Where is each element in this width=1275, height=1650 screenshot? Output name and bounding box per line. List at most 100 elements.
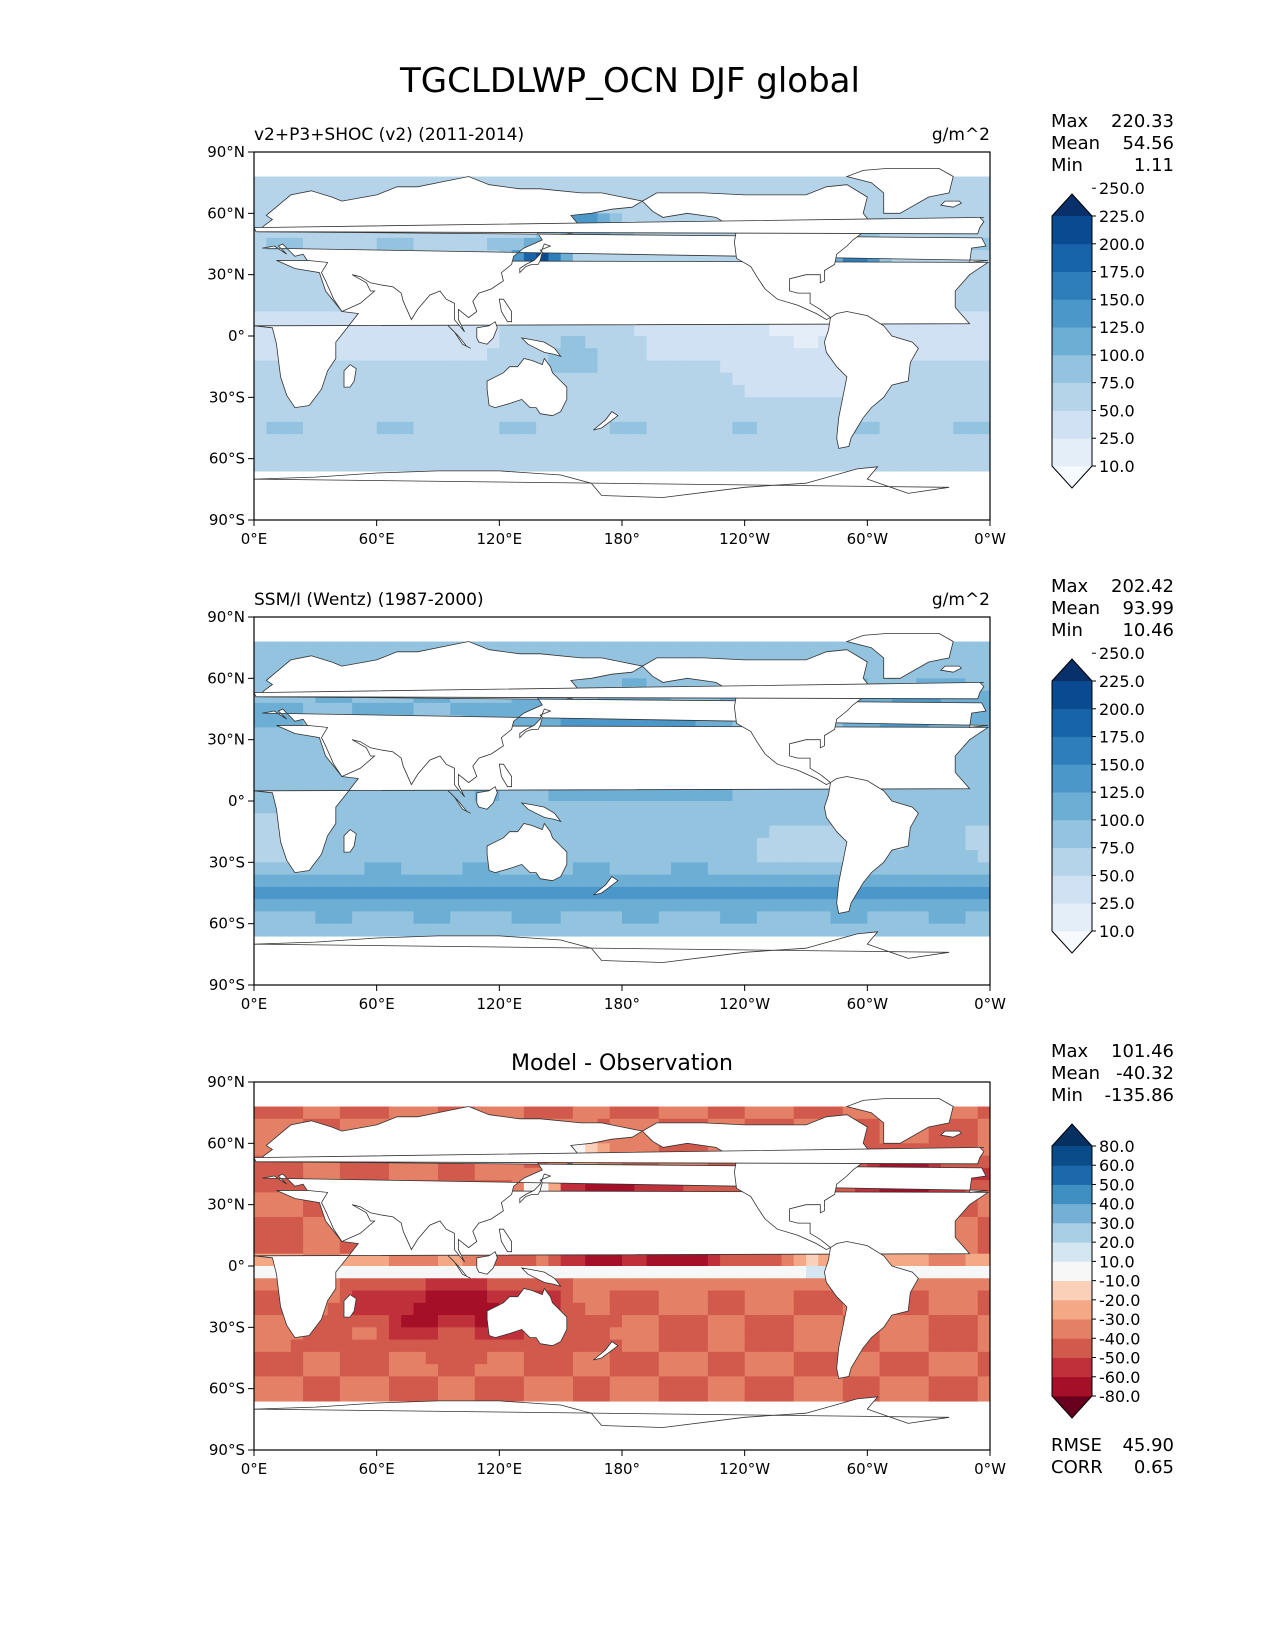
- stat-label: Max: [1051, 576, 1089, 597]
- y-tick-label: 0°: [228, 1257, 245, 1275]
- colorbar-tick-label: 80.0: [1099, 1137, 1135, 1156]
- coastline: [520, 1267, 562, 1288]
- stat-value: 202.42: [1111, 576, 1174, 597]
- y-tick-label: 60°S: [209, 1380, 245, 1398]
- y-tick-label: 30°S: [209, 1318, 245, 1336]
- y-tick-label: 0°: [228, 327, 245, 345]
- colorbar-tick-label: 60.0: [1099, 1156, 1135, 1175]
- colorbar-tick-label: 10.0: [1099, 922, 1135, 941]
- colorbar-bin: [1052, 1242, 1092, 1262]
- y-tick-label: 30°N: [207, 1196, 245, 1214]
- stat-label: Mean: [1051, 1063, 1100, 1084]
- x-tick-label: 120°W: [719, 995, 770, 1013]
- colorbar-tick-label: 150.0: [1099, 290, 1145, 309]
- coastline: [823, 311, 919, 449]
- x-tick-label: 180°: [604, 530, 640, 548]
- coastline: [486, 357, 568, 417]
- y-tick-label: 60°N: [207, 204, 245, 222]
- stat-label: CORR: [1051, 1457, 1103, 1478]
- coastline: [593, 1341, 619, 1361]
- y-tick-label: 90°N: [207, 1073, 245, 1091]
- colorbar-tick-label: 30.0: [1099, 1214, 1135, 1233]
- y-tick-label: 60°S: [209, 915, 245, 933]
- colorbar: 10.0 25.0 50.0 75.0 100.0 125.0 150.0 175.0 200.…: [1051, 644, 1145, 954]
- x-tick-label: 60°W: [847, 530, 889, 548]
- colorbar-bin: [1052, 875, 1092, 904]
- coastline: [447, 1255, 471, 1279]
- colorbar-bin: [1052, 410, 1092, 439]
- panel-units: g/m^2: [932, 125, 990, 145]
- stat-label: Mean: [1051, 133, 1100, 154]
- colorbar-bin: [1052, 299, 1092, 328]
- colorbar-tick-label: 50.0: [1099, 866, 1135, 885]
- panel-units: g/m^2: [932, 590, 990, 610]
- coastline: [257, 1106, 989, 1263]
- coastline: [254, 1147, 985, 1165]
- coastline: [254, 682, 985, 700]
- colorbar-tick-label: 200.0: [1099, 235, 1145, 254]
- y-tick-label: 90°N: [207, 608, 245, 626]
- colorbar-bin: [1052, 1319, 1092, 1339]
- map-panel-2: 0°E 60°E 120°E 180° 120°W 60°W 0°W 90°N 60°N 30°N…: [207, 576, 1174, 1013]
- stat-label: RMSE: [1051, 1435, 1102, 1456]
- colorbar-tick-label: -50.0: [1099, 1349, 1140, 1368]
- colorbar-extend-low: [1052, 1396, 1092, 1418]
- x-tick-label: 180°: [604, 995, 640, 1013]
- x-tick-label: 120°W: [719, 1460, 770, 1478]
- colorbar-extend-high: [1052, 1124, 1092, 1146]
- coastline: [641, 1114, 872, 1251]
- stat-value: 220.33: [1111, 111, 1174, 132]
- coastline: [823, 776, 919, 914]
- stat-value: 45.90: [1122, 1435, 1174, 1456]
- colorbar-bin: [1052, 819, 1092, 849]
- coastline: [447, 790, 471, 814]
- colorbar-tick-label: 75.0: [1099, 374, 1135, 393]
- y-tick-label: 90°S: [209, 511, 245, 529]
- colorbar-bin: [1052, 1184, 1092, 1205]
- coastline: [476, 1251, 498, 1275]
- stat-value: 1.11: [1134, 155, 1174, 176]
- y-tick-label: 0°: [228, 792, 245, 810]
- x-tick-label: 120°W: [719, 530, 770, 548]
- y-tick-label: 30°S: [209, 853, 245, 871]
- stat-label: Max: [1051, 111, 1089, 132]
- colorbar-tick-label: 100.0: [1099, 346, 1145, 365]
- stat-label: Min: [1051, 620, 1083, 641]
- colorbar-bin: [1052, 1338, 1092, 1358]
- colorbar-tick-label: 250.0: [1099, 644, 1145, 663]
- colorbar-tick-label: -60.0: [1099, 1368, 1140, 1387]
- colorbar-tick-label: 150.0: [1099, 755, 1145, 774]
- map-panel-3: 0°E 60°E 120°E 180° 120°W 60°W 0°W 90°N 60°N 30°N…: [207, 1041, 1174, 1478]
- panel-left-title: v2+P3+SHOC (v2) (2011-2014): [254, 125, 524, 145]
- error-stats: RMSE 45.90 CORR 0.65: [1051, 1435, 1174, 1478]
- colorbar: -80.0-60.0-50.0-40.0-30.0-20.0-10.010.02…: [1051, 1123, 1140, 1419]
- colorbar-bin: [1052, 792, 1092, 821]
- coastline: [593, 411, 619, 431]
- contour-field: [254, 617, 990, 985]
- coastline: [520, 802, 562, 823]
- panel-center-title: Model - Observation: [511, 1051, 733, 1076]
- coastline: [519, 1173, 552, 1204]
- y-tick-label: 90°S: [209, 1441, 245, 1459]
- colorbar-bin: [1052, 382, 1092, 411]
- stat-label: Max: [1051, 1041, 1089, 1062]
- stat-value: -135.86: [1105, 1085, 1174, 1106]
- coastline: [519, 243, 552, 274]
- colorbar-bin: [1052, 1376, 1092, 1397]
- colorbar-bin: [1052, 1357, 1092, 1378]
- colorbar-tick-label: -20.0: [1099, 1291, 1140, 1310]
- panels: 0°E 60°E 120°E 180° 120°W 60°W 0°W 90°N 60°N 30°N…: [207, 111, 1174, 1478]
- coastline: [519, 708, 552, 739]
- coastline: [823, 1241, 919, 1379]
- stat-value: 54.56: [1122, 133, 1174, 154]
- x-tick-label: 60°E: [359, 995, 395, 1013]
- stat-value: 93.99: [1122, 598, 1174, 619]
- coastline: [641, 649, 872, 786]
- coastline: [254, 931, 950, 985]
- colorbar-bin: [1052, 708, 1092, 737]
- coastline: [498, 298, 513, 323]
- colorbar-tick-label: -30.0: [1099, 1310, 1140, 1329]
- colorbar: 10.0 25.0 50.0 75.0 100.0 125.0 150.0 175.0 200.…: [1051, 179, 1145, 489]
- coastline: [476, 321, 498, 345]
